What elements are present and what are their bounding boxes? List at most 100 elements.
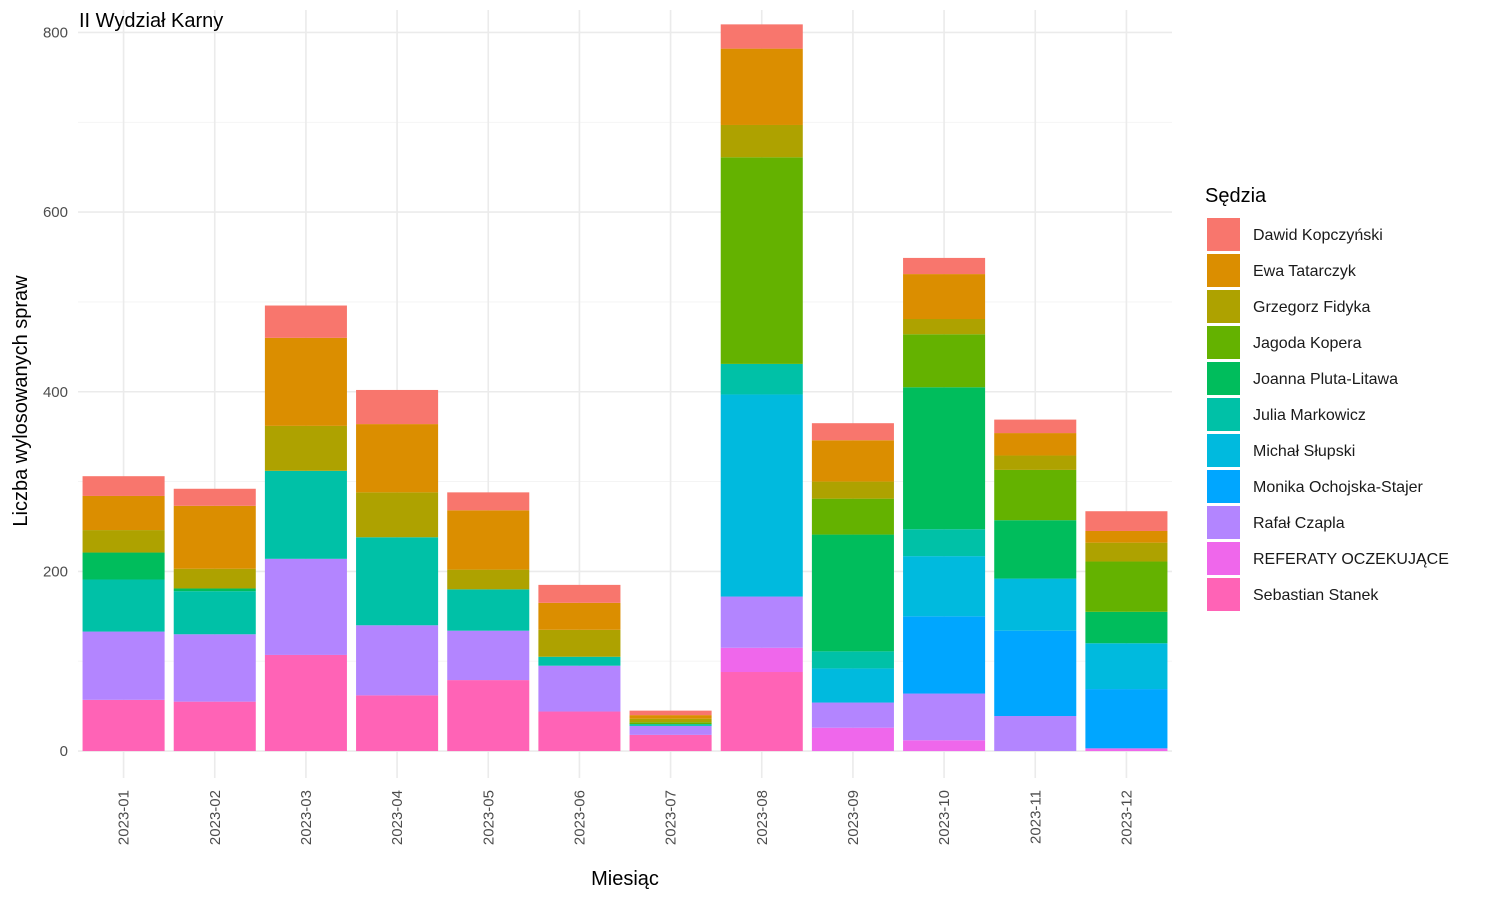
bar-2023-12-monika-ochojska-stajer (1085, 689, 1167, 748)
legend-key-dawid-kopczynski (1207, 218, 1240, 251)
bar-2023-01-rafal-czapla (83, 632, 165, 700)
bar-2023-06-grzegorz-fidyka (538, 630, 620, 657)
legend-label-ewa-tatarczyk: Ewa Tatarczyk (1253, 263, 1357, 280)
bar-2023-09-michal-slupski (812, 668, 894, 702)
x-tick-label: 2023-12 (1118, 790, 1135, 845)
bar-2023-04-grzegorz-fidyka (356, 492, 438, 537)
bar-2023-01-sebastian-stanek (83, 700, 165, 751)
bar-2023-11-monika-ochojska-stajer (994, 631, 1076, 716)
bar-2023-12-jagoda-kopera (1085, 562, 1167, 612)
bar-2023-05-dawid-kopczynski (447, 492, 529, 510)
bar-2023-03-grzegorz-fidyka (265, 426, 347, 471)
bar-2023-07-sebastian-stanek (630, 735, 712, 751)
bar-2023-10-grzegorz-fidyka (903, 319, 985, 334)
bar-2023-10-julia-markowicz (903, 529, 985, 556)
legend: Sędzia Dawid KopczyńskiEwa TatarczykGrze… (1205, 185, 1449, 611)
bar-2023-02-julia-markowicz (174, 591, 256, 634)
bar-2023-06-rafal-czapla (538, 666, 620, 712)
bar-2023-07-jagoda-kopera (630, 722, 712, 724)
x-tick-label: 2023-07 (663, 790, 680, 845)
bar-2023-08-grzegorz-fidyka (721, 125, 803, 157)
bar-2023-12-dawid-kopczynski (1085, 511, 1167, 531)
y-tick-label: 800 (43, 24, 68, 41)
bar-2023-09-jagoda-kopera (812, 499, 894, 535)
y-tick-label: 200 (43, 563, 68, 580)
x-tick-label: 2023-03 (298, 790, 315, 845)
bar-2023-09-ewa-tatarczyk (812, 440, 894, 481)
bar-2023-11-michal-slupski (994, 579, 1076, 631)
bar-2023-03-dawid-kopczynski (265, 306, 347, 338)
bar-2023-02-dawid-kopczynski (174, 489, 256, 506)
bar-2023-06-ewa-tatarczyk (538, 603, 620, 630)
bar-2023-09-julia-markowicz (812, 651, 894, 668)
bar-2023-04-dawid-kopczynski (356, 390, 438, 424)
bar-2023-01-grzegorz-fidyka (83, 530, 165, 552)
bar-2023-07-rafal-czapla (630, 726, 712, 735)
bar-2023-07-dawid-kopczynski (630, 711, 712, 715)
legend-key-michal-slupski (1207, 434, 1240, 467)
x-tick-label: 2023-11 (1027, 790, 1044, 844)
bar-2023-05-grzegorz-fidyka (447, 570, 529, 590)
bar-2023-03-julia-markowicz (265, 471, 347, 559)
x-tick-label: 2023-04 (389, 790, 406, 845)
bar-2023-08-michal-slupski (721, 394, 803, 596)
x-axis-title: Miesiąc (591, 868, 659, 890)
legend-label-jagoda-kopera: Jagoda Kopera (1253, 335, 1362, 352)
bar-2023-03-rafal-czapla (265, 559, 347, 655)
bar-2023-06-dawid-kopczynski (538, 585, 620, 603)
bar-2023-11-rafal-czapla (994, 716, 1076, 751)
bar-2023-03-sebastian-stanek (265, 655, 347, 751)
bar-2023-07-julia-markowicz (630, 724, 712, 726)
bar-2023-10-rafal-czapla (903, 694, 985, 741)
x-tick-label: 2023-08 (754, 790, 771, 845)
legend-label-grzegorz-fidyka: Grzegorz Fidyka (1253, 299, 1370, 316)
chart-title: II Wydział Karny (79, 10, 223, 32)
bar-2023-10-michal-slupski (903, 556, 985, 616)
legend-key-joanna-pluta-litawa (1207, 362, 1240, 395)
bar-2023-10-referaty-oczekujace (903, 740, 985, 751)
x-tick-label: 2023-01 (116, 790, 133, 845)
legend-key-sebastian-stanek (1207, 578, 1240, 611)
y-axis-title: Liczba wylosowanych spraw (10, 275, 32, 527)
legend-key-rafal-czapla (1207, 506, 1240, 539)
bar-2023-02-rafal-czapla (174, 634, 256, 701)
bar-2023-12-grzegorz-fidyka (1085, 543, 1167, 562)
bar-2023-11-dawid-kopczynski (994, 420, 1076, 433)
bar-2023-08-dawid-kopczynski (721, 24, 803, 48)
bar-2023-11-joanna-pluta-litawa (994, 520, 1076, 578)
bar-2023-04-ewa-tatarczyk (356, 424, 438, 492)
bar-2023-10-joanna-pluta-litawa (903, 387, 985, 529)
stacked-bar-chart: 0200400600800 2023-012023-022023-032023-… (0, 0, 1500, 900)
bar-2023-03-ewa-tatarczyk (265, 338, 347, 426)
x-axis-ticks: 2023-012023-022023-032023-042023-052023-… (116, 790, 1136, 845)
legend-label-julia-markowicz: Julia Markowicz (1253, 407, 1366, 424)
bar-2023-01-julia-markowicz (83, 579, 165, 631)
bar-2023-12-joanna-pluta-litawa (1085, 612, 1167, 643)
bar-2023-05-julia-markowicz (447, 589, 529, 630)
bar-2023-06-sebastian-stanek (538, 712, 620, 752)
bar-2023-06-julia-markowicz (538, 657, 620, 666)
bar-2023-09-grzegorz-fidyka (812, 482, 894, 499)
bar-2023-10-ewa-tatarczyk (903, 274, 985, 319)
bar-2023-09-joanna-pluta-litawa (812, 535, 894, 652)
bar-2023-02-grzegorz-fidyka (174, 569, 256, 589)
legend-key-ewa-tatarczyk (1207, 254, 1240, 287)
bar-2023-02-ewa-tatarczyk (174, 506, 256, 569)
bar-2023-08-jagoda-kopera (721, 157, 803, 364)
bar-2023-01-joanna-pluta-litawa (83, 553, 165, 580)
bar-2023-09-rafal-czapla (812, 703, 894, 728)
bar-2023-11-jagoda-kopera (994, 470, 1076, 520)
bar-2023-05-ewa-tatarczyk (447, 510, 529, 569)
x-tick-label: 2023-06 (571, 790, 588, 845)
bar-2023-10-monika-ochojska-stajer (903, 616, 985, 693)
bar-2023-09-dawid-kopczynski (812, 423, 894, 440)
bar-2023-08-sebastian-stanek (721, 672, 803, 751)
legend-label-sebastian-stanek: Sebastian Stanek (1253, 587, 1379, 604)
bar-2023-08-ewa-tatarczyk (721, 49, 803, 125)
x-tick-label: 2023-10 (936, 790, 953, 845)
legend-key-jagoda-kopera (1207, 326, 1240, 359)
x-tick-label: 2023-09 (845, 790, 862, 845)
legend-key-julia-markowicz (1207, 398, 1240, 431)
legend-title: Sędzia (1205, 185, 1267, 207)
bar-2023-05-sebastian-stanek (447, 680, 529, 751)
